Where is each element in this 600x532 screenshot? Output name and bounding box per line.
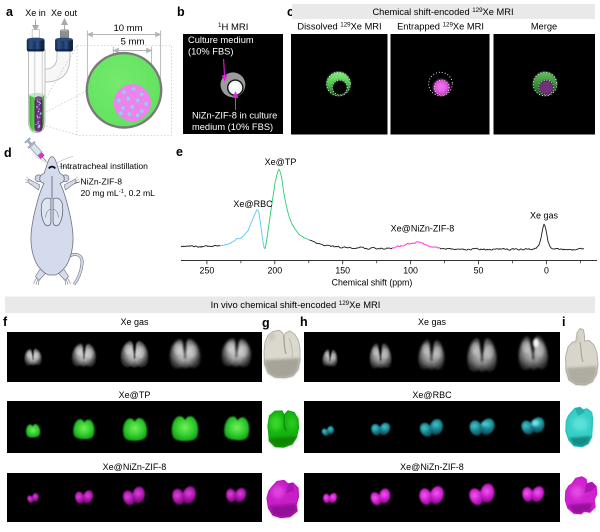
svg-text:150: 150 (335, 266, 350, 276)
svg-text:Merge: Merge (531, 22, 557, 32)
svg-text:Chemical shift-encoded 129Xe M: Chemical shift-encoded 129Xe MRI (372, 7, 513, 17)
svg-text:(10% FBS): (10% FBS) (188, 47, 233, 57)
svg-text:5 mm: 5 mm (121, 37, 145, 48)
svg-text:200: 200 (267, 266, 282, 276)
svg-text:d: d (4, 146, 12, 160)
svg-text:Xe gas: Xe gas (530, 211, 559, 221)
svg-text:Xe@RBC: Xe@RBC (412, 390, 452, 400)
svg-text:20 mg mL-1, 0.2 mL: 20 mg mL-1, 0.2 mL (81, 188, 156, 198)
svg-text:10 mm: 10 mm (113, 23, 142, 34)
svg-text:250: 250 (200, 266, 215, 276)
svg-text:g: g (262, 316, 270, 330)
svg-text:Xe@NiZn-ZIF-8: Xe@NiZn-ZIF-8 (391, 224, 455, 234)
svg-text:Intratracheal instillation: Intratracheal instillation (60, 161, 148, 171)
svg-text:Xe@TP: Xe@TP (119, 390, 151, 400)
svg-text:Entrapped 129Xe MRI: Entrapped 129Xe MRI (397, 22, 484, 32)
svg-text:Xe@TP: Xe@TP (265, 157, 297, 167)
svg-text:Xe@NiZn-ZIF-8: Xe@NiZn-ZIF-8 (400, 462, 464, 472)
svg-text:e: e (176, 145, 183, 159)
svg-text:Culture medium: Culture medium (188, 35, 254, 45)
svg-text:In vivo chemical shift-encoded: In vivo chemical shift-encoded 129Xe MRI (211, 299, 381, 310)
svg-text:f: f (3, 315, 8, 329)
svg-text:a: a (6, 5, 14, 19)
svg-text:Chemical shift (ppm): Chemical shift (ppm) (332, 278, 413, 288)
svg-text:c: c (287, 5, 294, 19)
svg-text:1H MRI: 1H MRI (218, 22, 248, 33)
svg-text:h: h (300, 315, 308, 329)
svg-text:Xe gas: Xe gas (120, 317, 149, 327)
svg-text:b: b (177, 5, 185, 19)
svg-text:NiZn-ZIF-8: NiZn-ZIF-8 (81, 177, 123, 187)
svg-text:Xe out: Xe out (51, 8, 78, 18)
svg-text:i: i (562, 315, 565, 329)
svg-text:100: 100 (403, 266, 418, 276)
svg-text:Dissolved 129Xe MRI: Dissolved 129Xe MRI (297, 22, 381, 32)
svg-text:NiZn-ZIF-8 in culture: NiZn-ZIF-8 in culture (192, 111, 277, 121)
svg-text:Xe@RBC: Xe@RBC (233, 199, 273, 209)
svg-text:50: 50 (474, 266, 484, 276)
svg-text:Xe gas: Xe gas (418, 317, 447, 327)
svg-text:Xe@NiZn-ZIF-8: Xe@NiZn-ZIF-8 (103, 462, 167, 472)
svg-text:medium (10% FBS): medium (10% FBS) (192, 122, 273, 132)
svg-text:0: 0 (544, 266, 549, 276)
svg-text:Xe in: Xe in (25, 8, 46, 18)
